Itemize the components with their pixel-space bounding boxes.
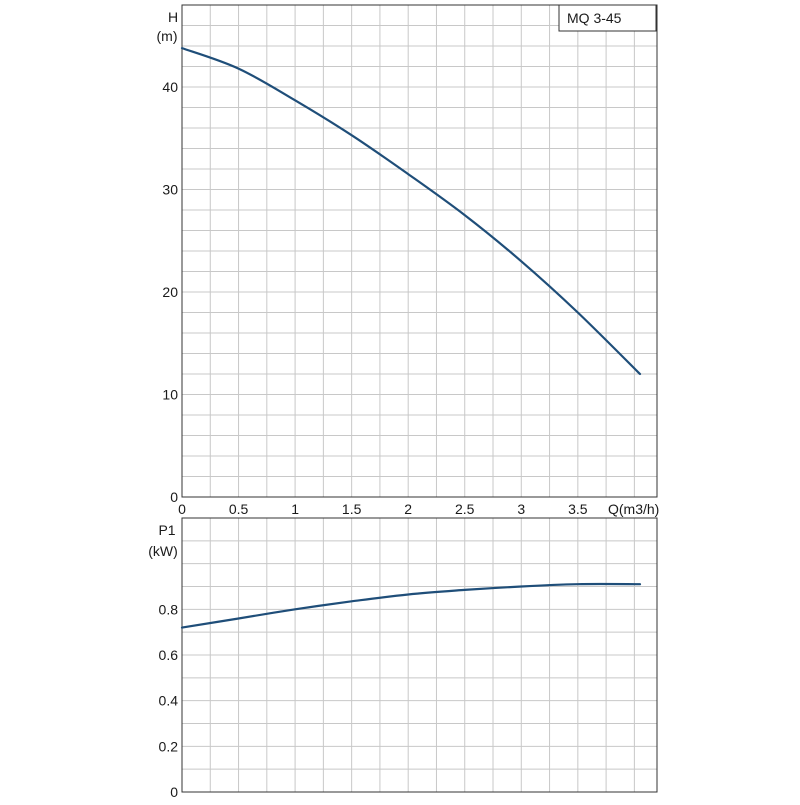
head-chart-grid	[182, 5, 657, 497]
flow-axis-label: Q(m3/h)	[608, 501, 659, 517]
power-axis-unit: (kW)	[148, 543, 178, 559]
head-tick-label: 0	[170, 489, 178, 505]
power-tick-label: 0	[170, 784, 178, 800]
head-tick-label: 40	[162, 79, 178, 95]
power-curve	[180, 582, 642, 629]
flow-tick-label: 2	[404, 501, 412, 517]
power-axis-label: P1	[158, 522, 175, 538]
power-chart-grid	[182, 518, 657, 792]
flow-tick-label: 3	[517, 501, 525, 517]
model-legend-title: MQ 3-45	[567, 10, 622, 26]
model-legend: MQ 3-45	[558, 4, 657, 32]
model-legend-box	[558, 4, 657, 32]
power-chart-frame	[181, 517, 658, 793]
flow-axis-tick-labels: 0 0.5 1 1.5 2 2.5 3 3.5	[178, 501, 588, 517]
power-tick-label: 0.6	[159, 647, 179, 663]
power-tick-label: 0.2	[159, 738, 179, 754]
power-tick-label: 0.8	[159, 601, 179, 617]
head-curve	[180, 47, 642, 376]
head-axis-tick-labels: 0 10 20 30 40	[162, 79, 178, 505]
head-axis-unit: (m)	[157, 28, 178, 44]
head-tick-label: 30	[162, 182, 178, 198]
flow-tick-label: 0.5	[229, 501, 249, 517]
flow-tick-label: 0	[178, 501, 186, 517]
flow-tick-label: 3.5	[568, 501, 588, 517]
flow-tick-label: 1	[291, 501, 299, 517]
head-chart-frame	[181, 4, 658, 498]
head-tick-label: 20	[162, 284, 178, 300]
head-axis-label: H	[168, 9, 178, 25]
head-tick-label: 10	[162, 387, 178, 403]
flow-tick-label: 2.5	[455, 501, 475, 517]
power-tick-label: 0.4	[159, 693, 179, 709]
flow-tick-label: 1.5	[342, 501, 362, 517]
power-axis-tick-labels: 0 0.2 0.4 0.6 0.8	[159, 601, 179, 800]
